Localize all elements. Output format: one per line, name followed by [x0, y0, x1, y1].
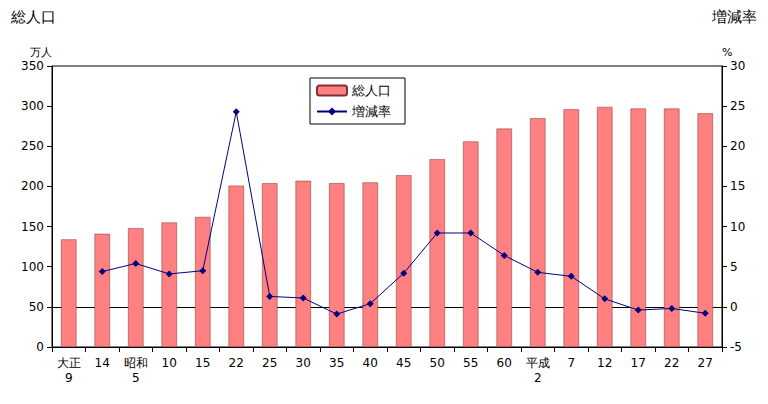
svg-text:0: 0 — [36, 340, 44, 354]
svg-text:12: 12 — [597, 356, 612, 370]
svg-text:15: 15 — [195, 356, 210, 370]
svg-text:20: 20 — [730, 139, 745, 153]
svg-text:50: 50 — [29, 300, 44, 314]
svg-text:総人口: 総人口 — [351, 83, 391, 98]
svg-text:22: 22 — [664, 356, 679, 370]
svg-text:14: 14 — [95, 356, 110, 370]
svg-text:55: 55 — [463, 356, 478, 370]
svg-text:増減率: 増減率 — [711, 8, 757, 26]
svg-text:50: 50 — [430, 356, 445, 370]
svg-text:2: 2 — [534, 371, 542, 385]
svg-text:平成: 平成 — [526, 356, 550, 370]
svg-text:15: 15 — [730, 179, 745, 193]
svg-text:200: 200 — [21, 179, 44, 193]
svg-text:0: 0 — [730, 300, 738, 314]
svg-text:27: 27 — [698, 356, 713, 370]
svg-text:昭和: 昭和 — [124, 356, 148, 370]
svg-text:万人: 万人 — [30, 46, 52, 59]
svg-text:10: 10 — [730, 220, 745, 234]
svg-text:22: 22 — [229, 356, 244, 370]
svg-text:増減率: 増減率 — [351, 104, 391, 119]
svg-text:10: 10 — [162, 356, 177, 370]
svg-text:150: 150 — [21, 220, 44, 234]
svg-text:17: 17 — [631, 356, 646, 370]
svg-text:30: 30 — [296, 356, 311, 370]
svg-text:5: 5 — [730, 260, 738, 274]
svg-text:350: 350 — [21, 59, 44, 73]
svg-text:250: 250 — [21, 139, 44, 153]
svg-text:9: 9 — [65, 371, 73, 385]
svg-text:60: 60 — [497, 356, 512, 370]
svg-text:%: % — [722, 46, 732, 59]
svg-text:-5: -5 — [730, 340, 742, 354]
svg-text:40: 40 — [363, 356, 378, 370]
svg-text:100: 100 — [21, 260, 44, 274]
svg-text:300: 300 — [21, 99, 44, 113]
svg-text:30: 30 — [730, 59, 745, 73]
svg-text:45: 45 — [396, 356, 411, 370]
svg-text:7: 7 — [567, 356, 575, 370]
svg-text:35: 35 — [329, 356, 344, 370]
svg-text:5: 5 — [132, 371, 140, 385]
svg-text:25: 25 — [730, 99, 745, 113]
svg-text:総人口: 総人口 — [10, 8, 56, 26]
svg-text:大正: 大正 — [57, 356, 81, 370]
svg-text:25: 25 — [262, 356, 277, 370]
